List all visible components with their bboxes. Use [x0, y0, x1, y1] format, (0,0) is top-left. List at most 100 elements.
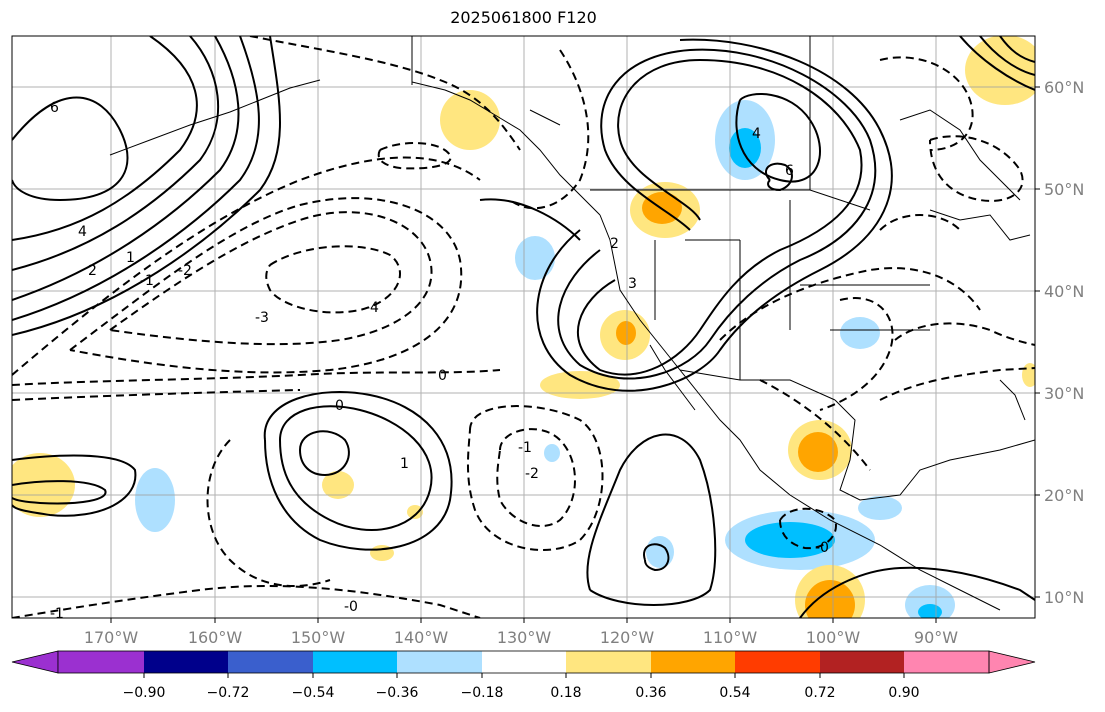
colorbar-extend-left [11, 650, 59, 674]
gridlines [12, 36, 1035, 618]
contour-line [265, 245, 401, 314]
contour-label: -2 [178, 263, 192, 279]
contour-label: -1 [140, 273, 154, 289]
contour-line [12, 36, 240, 301]
shade-orange [616, 321, 636, 345]
contour-label: -4 [365, 300, 379, 316]
contour-label: -0 [815, 540, 829, 556]
contour-line [879, 56, 974, 151]
baja [649, 344, 696, 411]
latitude-labels: 60°N 50°N 40°N 30°N 20°N 10°N [1044, 78, 1084, 607]
contour-line [643, 543, 670, 572]
contour-line [12, 369, 501, 386]
colorbar-swatch [58, 651, 144, 673]
contour-label: 2 [610, 236, 619, 252]
contour-line [819, 297, 894, 411]
shade-orange [805, 580, 855, 618]
colorbar-swatch [313, 651, 397, 673]
colorbar-extend-right [988, 650, 1036, 674]
contour-label: -3 [255, 310, 269, 326]
shade-blue [135, 468, 175, 532]
contour-line [879, 367, 1035, 401]
contour-line [263, 391, 453, 551]
lat-label: 40°N [1044, 282, 1084, 301]
shade-blue [646, 536, 674, 568]
contour-line [576, 58, 863, 376]
contour-line [929, 135, 1024, 202]
shade-blue [745, 522, 835, 558]
contour-line [12, 454, 137, 517]
contour-label: 3 [628, 276, 637, 292]
contour-line [467, 405, 604, 551]
shade-blue [515, 236, 555, 280]
contour-label: 4 [78, 224, 87, 240]
contour-line [496, 428, 576, 527]
contour-line [779, 507, 837, 550]
contours-negative [12, 36, 1035, 618]
colorbar-label: 0.36 [635, 685, 666, 701]
contour-line [719, 267, 981, 341]
contour-line [959, 36, 1035, 91]
colorbar-label: −0.72 [207, 685, 250, 701]
contour-line [12, 36, 198, 241]
contour-line [557, 48, 877, 380]
contour-line [12, 585, 481, 618]
contour-line [12, 156, 481, 376]
colorbar-swatch [228, 651, 313, 673]
contour-label: -2 [525, 466, 539, 482]
lon-label: 160°W [188, 628, 243, 647]
contour-line [509, 49, 590, 210]
contour-label: -0 [344, 599, 358, 615]
florida [999, 379, 1026, 421]
shade-blue [544, 444, 560, 462]
contour-line [536, 38, 893, 392]
colorbar-frame [57, 650, 990, 674]
tick-marks [110, 86, 1040, 623]
contour-label: -1 [50, 606, 64, 622]
lon-label: 100°W [806, 628, 861, 647]
lat-label: 60°N [1044, 78, 1084, 97]
contour-line [735, 93, 821, 183]
contour-labels: 6 4 2 1 -1 -2 -3 -4 0 -0 3 6 4 2 1 -1 -2… [50, 100, 829, 622]
shade-blue [729, 128, 761, 168]
shade-blue [840, 317, 880, 349]
longitude-labels: 170°W 160°W 150°W 140°W 130°W 120°W 110°… [84, 628, 958, 647]
shade-orange [965, 36, 1035, 105]
gulf-coast [834, 399, 1035, 501]
lon-label: 120°W [600, 628, 655, 647]
contour-line [765, 162, 793, 192]
shade-blue [905, 585, 955, 618]
colorbar-label: −0.18 [461, 685, 504, 701]
contour-label: 4 [752, 126, 761, 142]
contour-line [299, 430, 350, 477]
colorbar-ticks [143, 673, 905, 678]
lon-label: 130°W [497, 628, 552, 647]
colorbar-swatch [482, 651, 566, 673]
us-canada-border [590, 189, 871, 211]
shade-orange [440, 90, 500, 150]
contours-positive [12, 36, 1035, 618]
north-america-west-coast [599, 214, 1001, 611]
shade-blue [858, 496, 902, 520]
colorbar-swatch [566, 651, 651, 673]
lon-label: 150°W [291, 628, 346, 647]
colorbar-label: −0.36 [376, 685, 419, 701]
contour-line [109, 211, 433, 346]
colorbar-label: 0.54 [719, 685, 750, 701]
map-panel: 6 4 2 1 -1 -2 -3 -4 0 -0 3 6 4 2 1 -1 -2… [12, 36, 1035, 622]
contour-label: 0 [335, 398, 344, 414]
us-mexico-border [679, 369, 836, 401]
contour-line [894, 322, 1035, 346]
contour-line [799, 566, 1035, 618]
contour-line [12, 389, 301, 401]
colorbar-label: 0.90 [888, 685, 919, 701]
contour-label: 1 [126, 250, 135, 266]
contour-label: 0 [438, 368, 447, 384]
contour-line [12, 480, 107, 505]
lon-label: 140°W [394, 628, 449, 647]
lon-label: 110°W [703, 628, 758, 647]
hudson-bay [899, 109, 1021, 201]
contour-label: 2 [88, 263, 97, 279]
colorbar: −0.90 −0.72 −0.54 −0.36 −0.18 0.18 0.36 … [11, 650, 1036, 701]
